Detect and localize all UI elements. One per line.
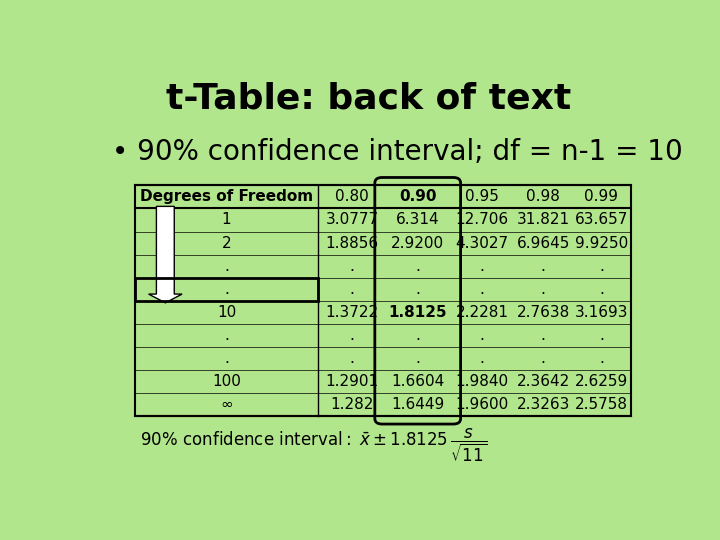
Text: 0.98: 0.98 — [526, 190, 560, 205]
Text: 12.706: 12.706 — [456, 213, 509, 227]
Text: 1.8125: 1.8125 — [388, 305, 447, 320]
Text: .: . — [415, 351, 420, 366]
Text: .: . — [415, 259, 420, 274]
Text: .: . — [224, 351, 229, 366]
Bar — [135, 185, 631, 416]
Text: 1.3722: 1.3722 — [325, 305, 379, 320]
Text: .: . — [541, 351, 546, 366]
Text: 6.9645: 6.9645 — [516, 235, 570, 251]
Text: t-Table: back of text: t-Table: back of text — [166, 82, 572, 116]
Text: 63.657: 63.657 — [575, 213, 628, 227]
Text: 1.6604: 1.6604 — [391, 374, 444, 389]
Text: 0.99: 0.99 — [585, 190, 618, 205]
Text: $90\%\ \mathregular{confidence\ interval}:\ \bar{x}\pm1.8125\,\dfrac{s}{\sqrt{11: $90\%\ \mathregular{confidence\ interval… — [140, 427, 487, 464]
Text: .: . — [415, 328, 420, 343]
Text: .: . — [224, 282, 229, 296]
Text: .: . — [599, 259, 604, 274]
Text: ∞: ∞ — [220, 397, 233, 412]
Text: .: . — [480, 282, 485, 296]
Text: 2.7638: 2.7638 — [516, 305, 570, 320]
Text: 1.9600: 1.9600 — [456, 397, 509, 412]
Text: 2.6259: 2.6259 — [575, 374, 628, 389]
Text: .: . — [541, 328, 546, 343]
Text: 1.282: 1.282 — [330, 397, 374, 412]
Text: 0.95: 0.95 — [465, 190, 499, 205]
Text: 4.3027: 4.3027 — [456, 235, 509, 251]
Text: 6.314: 6.314 — [396, 213, 439, 227]
Text: .: . — [349, 282, 354, 296]
Text: 100: 100 — [212, 374, 241, 389]
Text: .: . — [599, 328, 604, 343]
Text: 9.9250: 9.9250 — [575, 235, 628, 251]
Text: .: . — [599, 351, 604, 366]
Bar — [135, 278, 318, 301]
Text: .: . — [224, 328, 229, 343]
Text: 0.90: 0.90 — [399, 190, 436, 205]
Text: 2: 2 — [222, 235, 231, 251]
Text: .: . — [599, 282, 604, 296]
Text: 3.0777: 3.0777 — [325, 213, 379, 227]
Text: 2.3642: 2.3642 — [516, 374, 570, 389]
Text: .: . — [480, 328, 485, 343]
Text: 1.6449: 1.6449 — [391, 397, 444, 412]
Text: 1.9840: 1.9840 — [456, 374, 509, 389]
Text: 2.2281: 2.2281 — [456, 305, 509, 320]
Text: .: . — [224, 259, 229, 274]
Text: 3.1693: 3.1693 — [575, 305, 629, 320]
Text: .: . — [349, 259, 354, 274]
Text: 10: 10 — [217, 305, 236, 320]
Text: 2.3263: 2.3263 — [516, 397, 570, 412]
Text: 2.5758: 2.5758 — [575, 397, 628, 412]
Text: 31.821: 31.821 — [516, 213, 570, 227]
Text: Degrees of Freedom: Degrees of Freedom — [140, 190, 313, 205]
Text: .: . — [349, 351, 354, 366]
FancyArrow shape — [148, 206, 182, 303]
Text: .: . — [480, 351, 485, 366]
Text: 0.80: 0.80 — [335, 190, 369, 205]
Text: 1.8856: 1.8856 — [325, 235, 379, 251]
Text: .: . — [541, 259, 546, 274]
Text: .: . — [415, 282, 420, 296]
Text: • 90% confidence interval; df = n-1 = 10: • 90% confidence interval; df = n-1 = 10 — [112, 138, 683, 166]
Text: .: . — [480, 259, 485, 274]
Text: 1: 1 — [222, 213, 231, 227]
Text: .: . — [541, 282, 546, 296]
Text: .: . — [349, 328, 354, 343]
Text: 1.2901: 1.2901 — [325, 374, 379, 389]
Text: 2.9200: 2.9200 — [391, 235, 444, 251]
